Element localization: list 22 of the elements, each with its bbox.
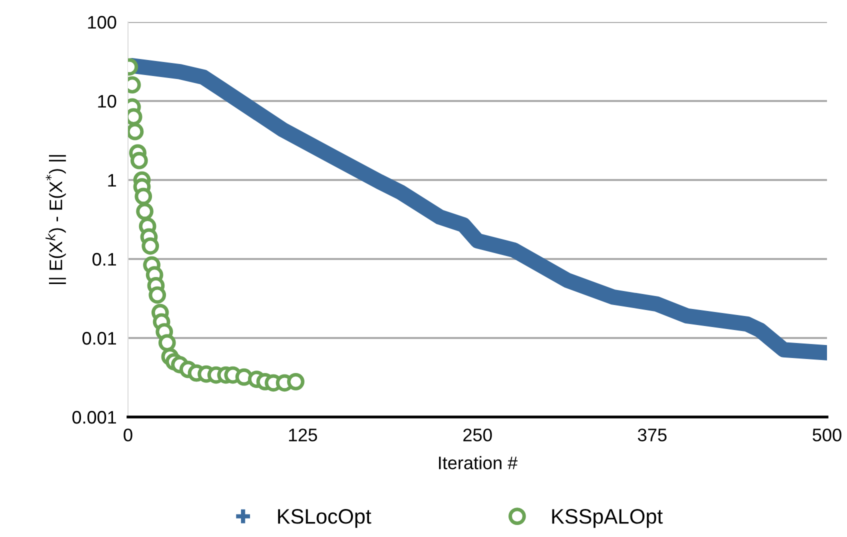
y-tick-label: 10 <box>98 94 116 108</box>
x-tick-label: 375 <box>638 428 667 442</box>
y-tick-label: 100 <box>88 16 116 29</box>
point <box>148 286 166 304</box>
point <box>136 202 154 220</box>
point <box>134 188 152 206</box>
y-tick-label: 0.001 <box>72 410 116 424</box>
y-axis-title: || E(X$^{k}$) - E(X$^{*}$) || <box>46 155 66 284</box>
x-tick-label: 125 <box>289 428 318 442</box>
x-tick-label: 0 <box>124 428 132 442</box>
point <box>287 372 304 390</box>
y-tick-label: 0.1 <box>92 252 116 266</box>
point <box>158 334 176 352</box>
y-tick-label: 1 <box>108 174 116 187</box>
x-tick-label: 250 <box>463 428 492 442</box>
x-axis-title: Iteration # <box>439 456 518 470</box>
x-tick-label: 500 <box>812 428 842 442</box>
point <box>142 237 160 255</box>
y-tick-label: 0.01 <box>82 332 116 345</box>
point <box>130 152 148 170</box>
legend-label: KSSpALOpt <box>552 509 663 528</box>
legend-label: KSLocOpt <box>278 509 372 528</box>
